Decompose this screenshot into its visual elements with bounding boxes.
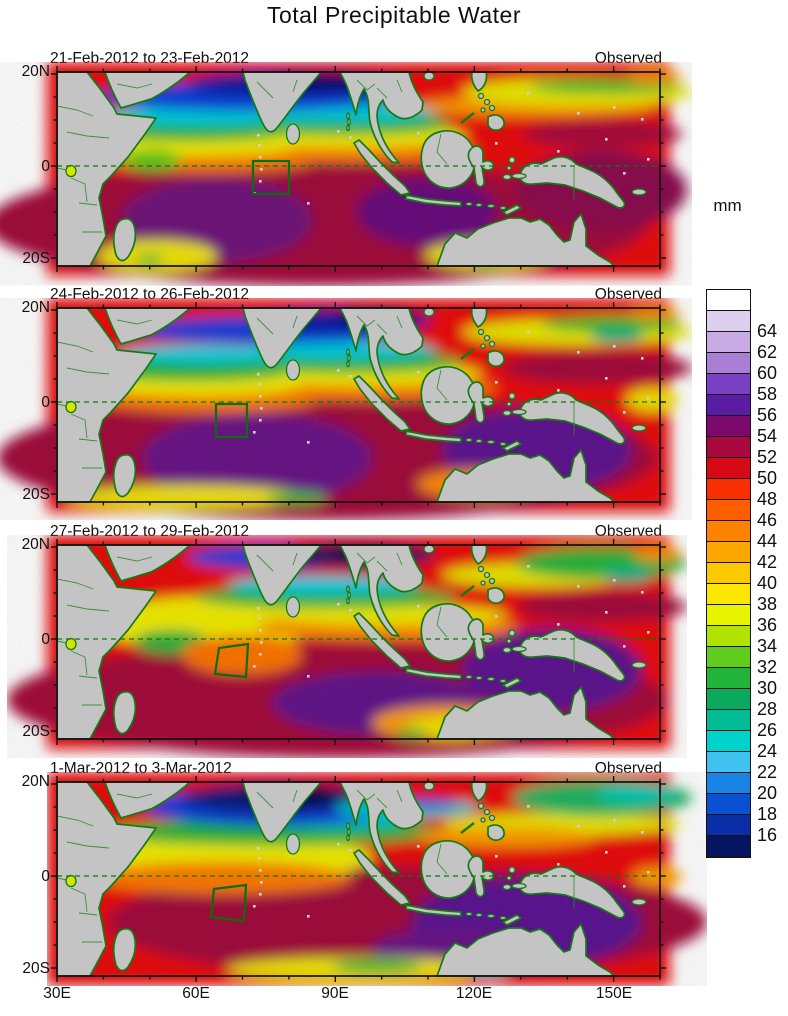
colorbar-cell (707, 752, 750, 773)
colorbar-cell (707, 836, 750, 857)
colorbar-cell (707, 353, 750, 374)
y-tick-label-20n: 20N (21, 299, 50, 316)
colorbar-cell (707, 521, 750, 542)
colorbar-cell (707, 374, 750, 395)
colorbar-tick-label: 18 (757, 804, 778, 824)
colorbar-tick-label: 32 (757, 657, 778, 677)
colorbar-cell (707, 626, 750, 647)
colorbar-tick-label: 64 (757, 321, 778, 341)
y-tick-label-20s: 20S (22, 486, 50, 503)
x-tick-label-60e: 60E (182, 985, 210, 1002)
y-tick-label-20s: 20S (22, 960, 50, 977)
x-tick-label-30e: 30E (43, 985, 71, 1002)
x-tick-label-90e: 90E (321, 985, 349, 1002)
colorbar-cell (707, 458, 750, 479)
colorbar-cell (707, 710, 750, 731)
y-tick-label-0: 0 (41, 868, 50, 885)
colorbar (706, 289, 751, 858)
x-tick-label-120e: 120E (455, 985, 493, 1002)
colorbar-cell (707, 815, 750, 836)
colorbar-tick-label: 56 (757, 405, 778, 425)
colorbar-cell (707, 584, 750, 605)
colorbar-tick-label: 50 (757, 468, 778, 488)
y-tick-label-0: 0 (41, 394, 50, 411)
colorbar-tick-label: 36 (757, 615, 778, 635)
colorbar-cell (707, 437, 750, 458)
colorbar-unit-label: mm (713, 196, 742, 215)
colorbar-tick-label: 34 (757, 636, 778, 656)
colorbar-cell (707, 689, 750, 710)
colorbar-tick-label: 54 (757, 426, 778, 446)
colorbar-tick-label: 38 (757, 594, 778, 614)
colorbar-cell (707, 605, 750, 626)
colorbar-tick-label: 52 (757, 447, 778, 467)
colorbar-tick-label: 40 (757, 573, 778, 593)
colorbar-tick-label: 62 (757, 342, 778, 362)
colorbar-cell (707, 731, 750, 752)
y-tick-label-0: 0 (41, 158, 50, 175)
colorbar-cell (707, 794, 750, 815)
figure-title: Total Precipitable Water (266, 2, 522, 28)
colorbar-cell (707, 647, 750, 668)
colorbar-tick-label: 46 (757, 510, 778, 530)
colorbar-tick-label: 20 (757, 783, 778, 803)
colorbar-tick-label: 24 (757, 741, 778, 761)
colorbar-tick-label: 60 (757, 363, 778, 383)
colorbar-cell (707, 563, 750, 584)
colorbar-tick-label: 58 (757, 384, 778, 404)
colorbar-tick-label: 22 (757, 762, 778, 782)
colorbar-cell (707, 668, 750, 689)
colorbar-cell (707, 773, 750, 794)
map-panel-1 (57, 72, 660, 266)
colorbar-cell (707, 332, 750, 353)
y-tick-label-20s: 20S (22, 723, 50, 740)
colorbar-tick-label: 48 (757, 489, 778, 509)
colorbar-cell (707, 311, 750, 332)
y-tick-label-20n: 20N (21, 773, 50, 790)
y-tick-label-0: 0 (41, 631, 50, 648)
map-panel-4 (57, 782, 660, 976)
colorbar-cell (707, 290, 750, 311)
y-tick-label-20n: 20N (21, 536, 50, 553)
map-panel-3 (57, 545, 660, 739)
colorbar-cell (707, 416, 750, 437)
map-panel-2 (57, 308, 660, 502)
x-tick-label-150e: 150E (595, 985, 633, 1002)
colorbar-cell (707, 479, 750, 500)
colorbar-cell (707, 395, 750, 416)
colorbar-cell (707, 500, 750, 521)
colorbar-tick-label: 16 (757, 825, 778, 845)
colorbar-cell (707, 542, 750, 563)
colorbar-tick-label: 26 (757, 720, 778, 740)
colorbar-tick-label: 30 (757, 678, 778, 698)
colorbar-tick-label: 42 (757, 552, 778, 572)
colorbar-tick-label: 28 (757, 699, 778, 719)
colorbar-tick-label: 44 (757, 531, 778, 551)
y-tick-label-20s: 20S (22, 250, 50, 267)
y-tick-label-20n: 20N (21, 63, 50, 80)
